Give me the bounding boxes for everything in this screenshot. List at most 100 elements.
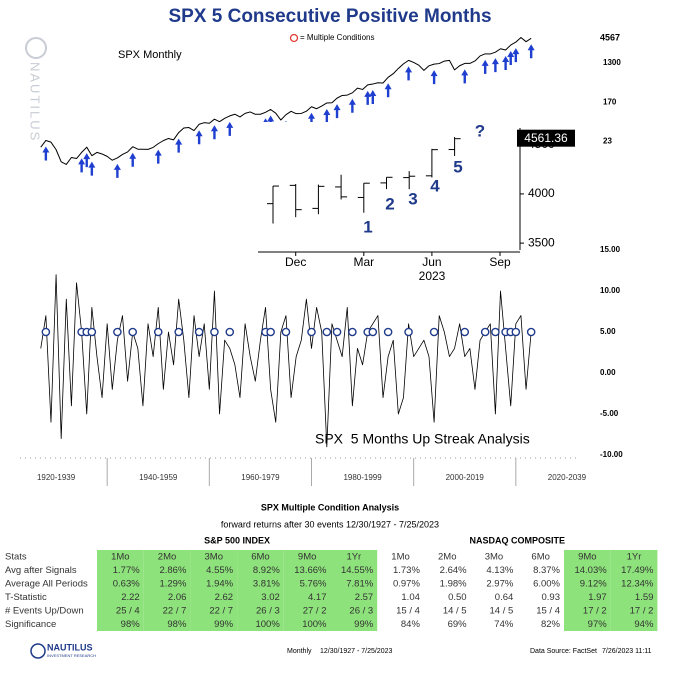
signal-arrow xyxy=(461,69,469,84)
table-cell: 3.02 xyxy=(261,592,280,603)
chart-title: SPX 5 Consecutive Positive Months xyxy=(168,6,491,27)
table-title: SPX Multiple Condition Analysis xyxy=(261,502,399,512)
footer-logo: NAUTILUS xyxy=(47,642,93,652)
table-cell: 94% xyxy=(634,619,654,630)
x-group-label: 2020-2039 xyxy=(548,473,587,482)
condition-marker xyxy=(307,327,316,337)
table-cell: 2.57 xyxy=(355,592,374,603)
condition-marker xyxy=(266,327,275,337)
condition-marker xyxy=(460,327,470,337)
table-cell: # Events Up/Down xyxy=(5,606,84,617)
table-cell: 26 / 3 xyxy=(349,606,373,617)
signal-arrow xyxy=(348,98,356,113)
y-tick-label: 1300 xyxy=(603,58,621,67)
table-cell: 13.66% xyxy=(294,565,327,576)
signal-arrow xyxy=(430,70,438,85)
table-cell: 14 / 5 xyxy=(490,606,514,617)
table-cell: 14 / 5 xyxy=(443,606,467,617)
table-header: 3Mo xyxy=(485,552,503,563)
highlight-column xyxy=(564,550,611,631)
condition-marker xyxy=(225,327,235,337)
condition-marker xyxy=(281,327,291,337)
signal-arrow xyxy=(502,55,510,70)
watermark-logo xyxy=(25,37,47,59)
table-cell: 17 / 2 xyxy=(630,606,654,617)
table-cell: 84% xyxy=(401,619,421,630)
table-header: 1Mo xyxy=(391,552,409,563)
table-cell: 17 / 2 xyxy=(583,606,607,617)
table-cell: 1.77% xyxy=(113,565,140,576)
highlight-column xyxy=(283,550,331,631)
table-cell: 12.34% xyxy=(621,579,654,590)
condition-marker xyxy=(113,327,122,337)
table-cell: 26 / 3 xyxy=(256,606,280,617)
x-tick-label: Dec xyxy=(285,255,306,269)
x-group-label: 1960-1979 xyxy=(241,473,280,482)
footer-range: 12/30/1927 - 7/25/2023 xyxy=(320,648,393,655)
table-header: 6Mo xyxy=(251,552,269,563)
series-line xyxy=(40,36,532,165)
condition-marker xyxy=(383,327,393,337)
highlight-column xyxy=(190,550,238,631)
table-cell: 2.64% xyxy=(440,565,467,576)
table-group: S&P 500 INDEX xyxy=(204,535,270,545)
table-header: 3Mo xyxy=(205,552,223,563)
table-cell: 1.98% xyxy=(440,579,467,590)
signal-arrow xyxy=(323,108,331,123)
signal-arrow xyxy=(175,138,183,153)
table-cell: 0.97% xyxy=(393,579,420,590)
signal-arrow xyxy=(384,83,392,98)
signal-arrow xyxy=(507,51,515,66)
signal-arrow xyxy=(481,59,489,74)
y-tick-label: 3500 xyxy=(528,235,555,249)
table-cell: 5.76% xyxy=(300,579,327,590)
table-cell: 1.94% xyxy=(206,579,233,590)
table-cell: Avg after Signals xyxy=(5,565,77,576)
signal-arrow xyxy=(333,104,341,119)
footer-frequency: Monthly xyxy=(287,648,312,655)
table-cell: 4.13% xyxy=(486,565,513,576)
table-cell: 15 / 4 xyxy=(536,606,560,617)
table-header: 9Mo xyxy=(578,552,596,563)
table-cell: 69% xyxy=(448,619,468,630)
table-cell: 1.29% xyxy=(159,579,186,590)
streak-annotation: 1 xyxy=(363,217,372,236)
legend-marker xyxy=(289,33,299,43)
condition-marker xyxy=(210,327,219,337)
table-cell: 0.64 xyxy=(495,592,514,603)
table-header: 1Yr xyxy=(346,552,361,563)
table-cell: 17.49% xyxy=(621,565,654,576)
panel-title: SPX 5 Months Up Streak Analysis xyxy=(315,431,530,447)
table-cell: 25 / 4 xyxy=(116,606,140,617)
condition-marker xyxy=(491,327,500,337)
condition-marker xyxy=(348,327,357,337)
signal-arrow xyxy=(210,125,218,140)
table-cell: 1.04 xyxy=(401,592,420,603)
table-cell: 15 / 4 xyxy=(396,606,420,617)
y-tick-label: 0.00 xyxy=(600,368,616,377)
signal-arrow xyxy=(88,161,96,176)
table-cell: 9.12% xyxy=(580,579,607,590)
signal-arrow xyxy=(78,158,86,173)
table-cell: 14.03% xyxy=(574,565,607,576)
table-cell: 1.97 xyxy=(588,592,607,603)
series-label: SPX Monthly xyxy=(118,49,182,61)
table-cell: 4.55% xyxy=(206,565,233,576)
signal-arrow xyxy=(83,153,91,168)
highlight-column xyxy=(143,550,191,631)
last-price-label: 4561.36 xyxy=(524,131,568,145)
table-subtitle: forward returns after 30 events 12/30/19… xyxy=(221,519,439,529)
table-cell: 0.63% xyxy=(113,579,140,590)
streak-annotation: 3 xyxy=(408,189,417,208)
highlight-column xyxy=(330,550,378,631)
footer-logo-subtitle: INVESTMENT RESEARCH xyxy=(47,653,96,658)
signal-arrow xyxy=(129,152,137,167)
signal-arrow xyxy=(527,44,535,59)
condition-marker xyxy=(194,327,204,337)
last-value-label: 4567 xyxy=(600,33,620,43)
table-cell: 99% xyxy=(214,619,234,630)
table-header: 2Mo xyxy=(158,552,176,563)
table-cell: 2.97% xyxy=(486,579,513,590)
table-header: 2Mo xyxy=(438,552,456,563)
table-cell: 2.06 xyxy=(168,592,187,603)
